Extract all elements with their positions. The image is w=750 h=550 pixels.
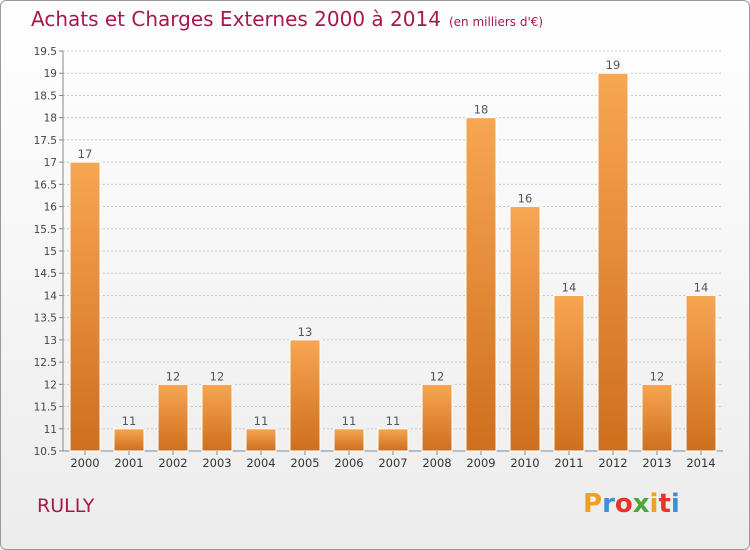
logo-letter: x: [632, 489, 650, 519]
value-label-2011: 14: [562, 280, 577, 294]
y-tick-label: 10.5: [34, 446, 57, 458]
value-label-2003: 12: [210, 369, 225, 383]
x-tick-label-2008: 2008: [422, 456, 451, 470]
y-tick-label: 18: [44, 113, 57, 125]
value-label-2004: 11: [254, 414, 269, 428]
bar-2004: [245, 428, 277, 452]
x-tick-label-2014: 2014: [686, 456, 715, 470]
x-tick-label-2009: 2009: [466, 456, 495, 470]
logo-letter: P: [583, 489, 603, 519]
value-label-2012: 19: [606, 58, 621, 72]
bar-2010: [509, 206, 541, 452]
y-tick-label: 16.5: [34, 179, 57, 191]
x-tick-label-2001: 2001: [114, 456, 143, 470]
y-tick-label: 12: [44, 379, 57, 391]
bar-2011: [553, 294, 585, 452]
x-tick-label-2011: 2011: [554, 456, 583, 470]
logo-letter: i: [670, 489, 680, 519]
bar-2009: [465, 117, 497, 452]
x-tick-label-2006: 2006: [334, 456, 363, 470]
y-tick-label: 17.5: [34, 135, 57, 147]
bar-2000: [69, 161, 101, 452]
value-label-2001: 11: [122, 414, 137, 428]
value-label-2006: 11: [342, 414, 357, 428]
value-label-2014: 14: [694, 280, 709, 294]
logo-letter: o: [614, 489, 633, 519]
town-name: RULLY: [37, 495, 95, 517]
x-tick-label-2002: 2002: [158, 456, 187, 470]
y-tick-label: 13.5: [34, 313, 57, 325]
bar-2008: [421, 383, 453, 452]
bar-2002: [157, 383, 189, 452]
y-tick-label: 18.5: [34, 90, 57, 102]
value-label-2007: 11: [386, 414, 401, 428]
value-label-2005: 13: [298, 325, 313, 339]
y-tick-label: 17: [44, 157, 57, 169]
x-tick-label-2007: 2007: [378, 456, 407, 470]
y-tick-label: 19.5: [34, 46, 57, 58]
logo-letter: i: [649, 489, 659, 519]
bar-2014: [685, 294, 717, 452]
logo-letter: r: [602, 489, 615, 519]
x-tick-label-2000: 2000: [70, 456, 99, 470]
logo-letter: t: [658, 489, 671, 519]
x-tick-label-2013: 2013: [642, 456, 671, 470]
value-label-2010: 16: [518, 192, 533, 206]
proxiti-logo: Proxiti: [583, 489, 680, 519]
value-label-2013: 12: [650, 369, 665, 383]
x-tick-label-2005: 2005: [290, 456, 319, 470]
chart-subtitle: (en milliers d'€): [448, 15, 544, 29]
x-tick-label-2003: 2003: [202, 456, 231, 470]
bar-2012: [597, 72, 629, 452]
y-tick-label: 15: [44, 246, 57, 258]
chart-title-text: Achats et Charges Externes 2000 à 2014: [31, 7, 441, 31]
y-tick-label: 11.5: [34, 402, 57, 414]
bar-2003: [201, 383, 233, 452]
y-tick-label: 12.5: [34, 357, 57, 369]
bar-2006: [333, 428, 365, 452]
y-tick-label: 14.5: [34, 268, 57, 280]
value-label-2000: 17: [78, 147, 93, 161]
value-label-2009: 18: [474, 103, 489, 117]
bar-2013: [641, 383, 673, 452]
y-tick-label: 13: [44, 335, 57, 347]
bar-2001: [113, 428, 145, 452]
y-tick-label: 11: [44, 424, 57, 436]
value-label-2002: 12: [166, 369, 181, 383]
y-tick-label: 16: [44, 202, 58, 214]
x-tick-label-2004: 2004: [246, 456, 275, 470]
x-tick-label-2010: 2010: [510, 456, 539, 470]
chart-title: Achats et Charges Externes 2000 à 2014 (e…: [31, 7, 543, 31]
y-tick-label: 15.5: [34, 224, 57, 236]
y-tick-label: 19: [44, 68, 57, 80]
x-tick-label-2012: 2012: [598, 456, 627, 470]
value-label-2008: 12: [430, 369, 445, 383]
y-tick-label: 14: [44, 290, 58, 302]
bar-2007: [377, 428, 409, 452]
bar-2005: [289, 339, 321, 452]
